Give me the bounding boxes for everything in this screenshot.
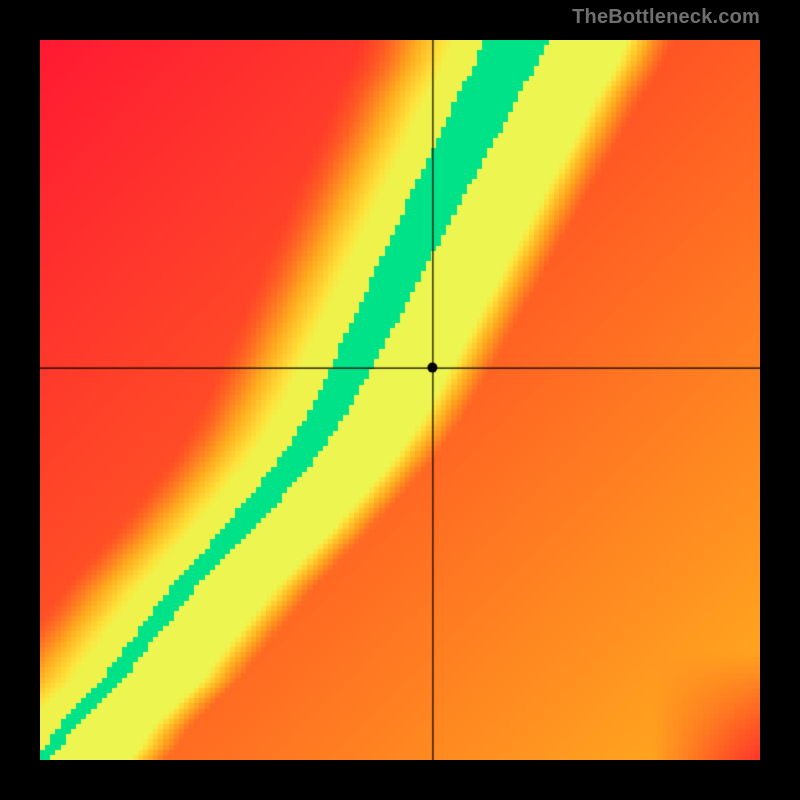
crosshair-overlay xyxy=(40,40,760,760)
figure-root: TheBottleneck.com xyxy=(0,0,800,800)
plot-area xyxy=(40,40,760,760)
watermark-text: TheBottleneck.com xyxy=(572,6,760,29)
